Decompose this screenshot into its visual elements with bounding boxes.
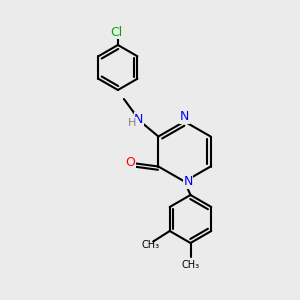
Text: N: N <box>183 175 193 188</box>
Text: Cl: Cl <box>110 26 122 39</box>
Text: CH₃: CH₃ <box>141 240 159 250</box>
Text: O: O <box>126 155 135 169</box>
Text: N: N <box>180 110 189 124</box>
Text: CH₃: CH₃ <box>182 260 200 271</box>
Text: N: N <box>134 112 144 126</box>
Text: H: H <box>128 118 136 128</box>
